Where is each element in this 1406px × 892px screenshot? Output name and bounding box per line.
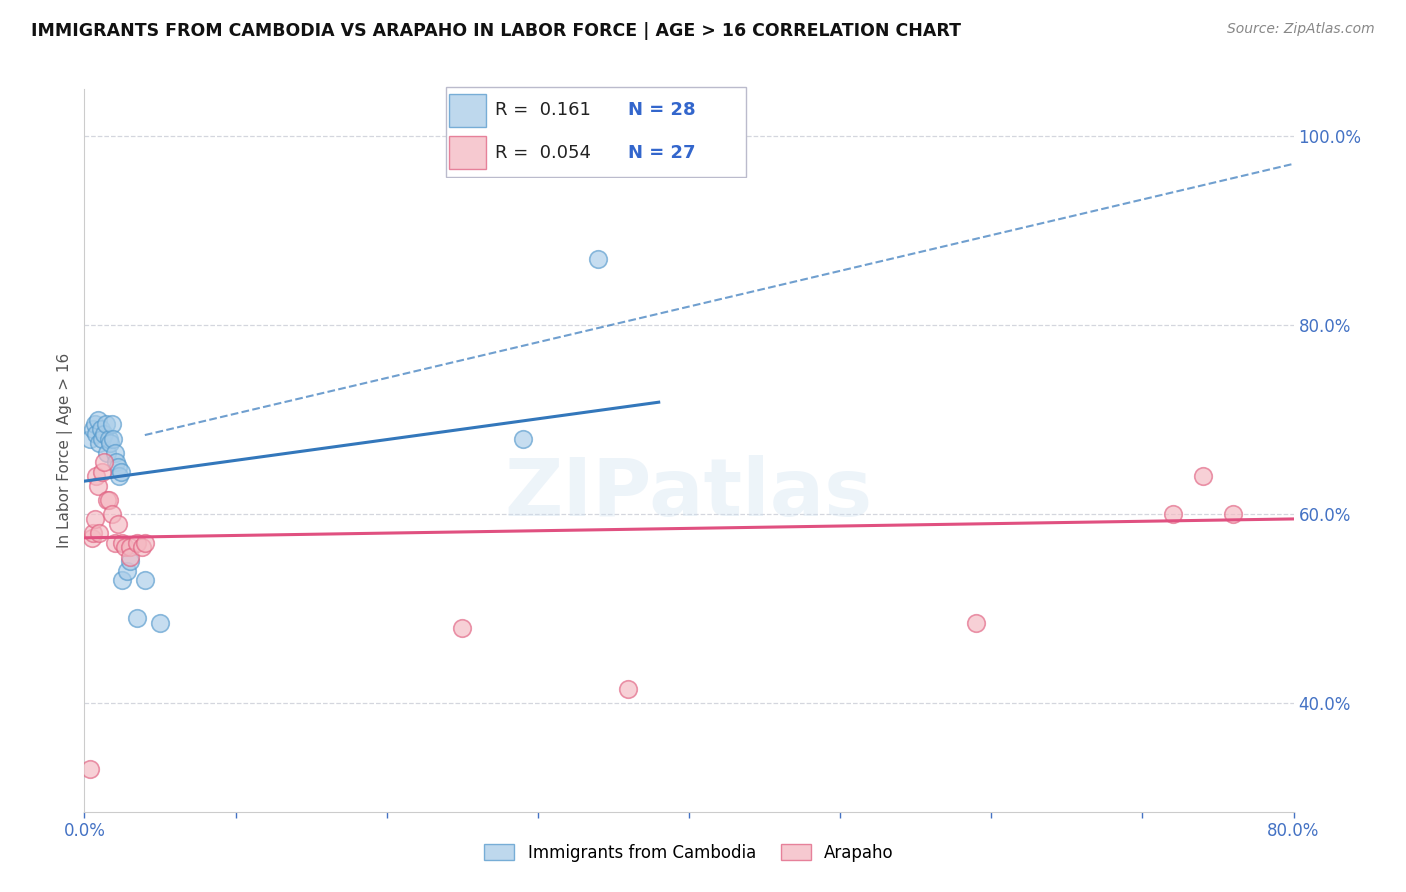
- Point: [86, 469, 108, 483]
- Point: [82, 422, 104, 436]
- Point: [588, 252, 610, 267]
- Point: [108, 469, 131, 483]
- Text: N = 28: N = 28: [628, 102, 696, 120]
- Point: [96, 493, 118, 508]
- Point: [100, 417, 122, 432]
- FancyBboxPatch shape: [446, 87, 747, 177]
- Point: [96, 446, 118, 460]
- Point: [80, 531, 103, 545]
- Point: [617, 681, 640, 696]
- Text: Source: ZipAtlas.com: Source: ZipAtlas.com: [1227, 22, 1375, 37]
- Point: [101, 432, 124, 446]
- Point: [91, 432, 114, 446]
- Y-axis label: In Labor Force | Age > 16: In Labor Force | Age > 16: [58, 353, 73, 548]
- Point: [89, 436, 111, 450]
- Point: [965, 615, 987, 630]
- Point: [118, 554, 141, 568]
- Point: [127, 611, 149, 625]
- Point: [87, 413, 110, 427]
- Text: N = 27: N = 27: [628, 144, 696, 161]
- Point: [115, 564, 138, 578]
- Point: [79, 432, 101, 446]
- Point: [89, 526, 111, 541]
- Point: [93, 455, 115, 469]
- Point: [84, 512, 107, 526]
- Point: [127, 535, 149, 549]
- Point: [1192, 469, 1215, 483]
- Point: [105, 455, 128, 469]
- Point: [86, 426, 108, 441]
- Point: [107, 516, 129, 531]
- Point: [90, 422, 112, 436]
- Point: [97, 493, 120, 508]
- Point: [111, 574, 134, 588]
- FancyBboxPatch shape: [449, 95, 486, 127]
- Text: R =  0.054: R = 0.054: [495, 144, 592, 161]
- Point: [134, 574, 156, 588]
- Point: [107, 460, 129, 475]
- Point: [451, 621, 474, 635]
- Point: [104, 446, 127, 460]
- Point: [114, 541, 136, 555]
- Point: [110, 465, 132, 479]
- Point: [93, 426, 115, 441]
- Point: [149, 615, 172, 630]
- Point: [84, 417, 107, 432]
- Point: [118, 549, 141, 564]
- Point: [104, 535, 127, 549]
- Legend: Immigrants from Cambodia, Arapaho: Immigrants from Cambodia, Arapaho: [478, 837, 900, 869]
- Point: [82, 526, 104, 541]
- Text: R =  0.161: R = 0.161: [495, 102, 592, 120]
- Point: [94, 417, 117, 432]
- Point: [100, 507, 122, 521]
- Point: [134, 535, 156, 549]
- Point: [79, 762, 101, 776]
- Point: [512, 432, 534, 446]
- Text: ZIPatlas: ZIPatlas: [505, 455, 873, 533]
- Point: [118, 541, 141, 555]
- Point: [98, 436, 121, 450]
- Point: [97, 432, 120, 446]
- Point: [91, 465, 114, 479]
- Point: [111, 535, 134, 549]
- Point: [1222, 507, 1244, 521]
- Point: [1161, 507, 1184, 521]
- Text: IMMIGRANTS FROM CAMBODIA VS ARAPAHO IN LABOR FORCE | AGE > 16 CORRELATION CHART: IMMIGRANTS FROM CAMBODIA VS ARAPAHO IN L…: [31, 22, 960, 40]
- Point: [87, 479, 110, 493]
- Point: [131, 541, 153, 555]
- FancyBboxPatch shape: [449, 136, 486, 169]
